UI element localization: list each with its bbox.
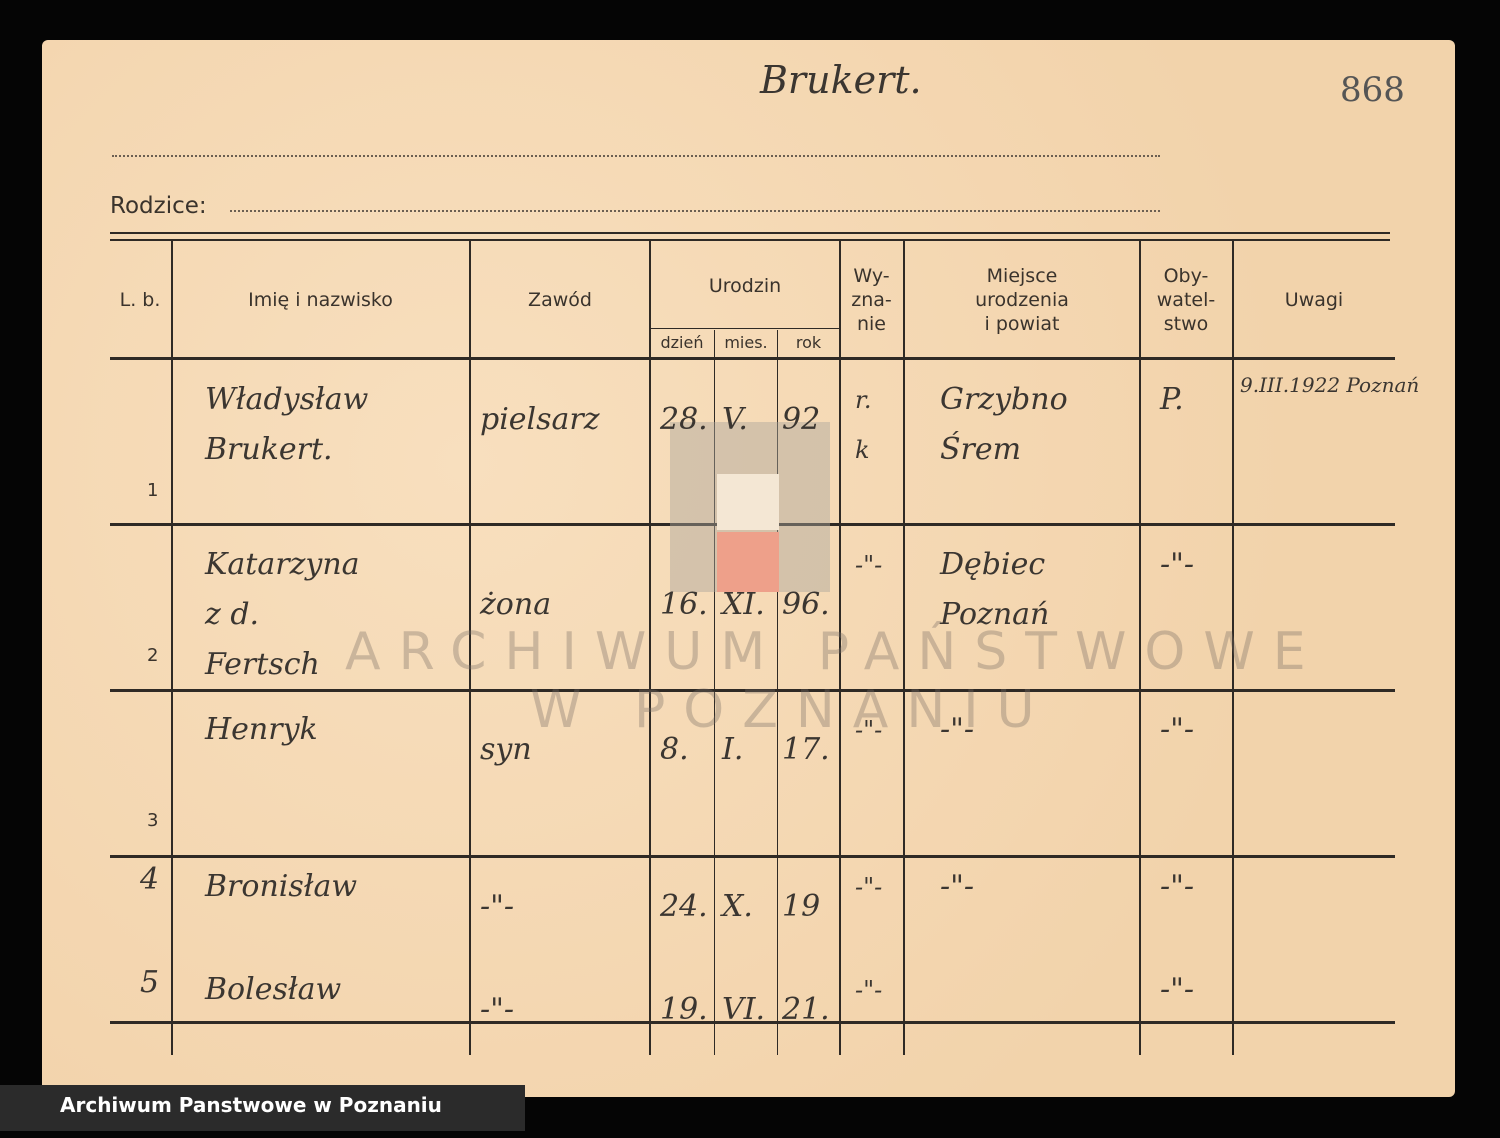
cell-year: 96. — [782, 587, 830, 622]
watermark-line1: ARCHIWUM PAŃSTWOWE — [345, 622, 1324, 682]
row-number: 1 — [147, 480, 159, 501]
col-birthplace: Miejsce urodzenia i powiat — [975, 265, 1069, 335]
cell-religion: r. k — [855, 386, 872, 464]
cell-day: 8. — [660, 732, 689, 767]
row-number: 2 — [147, 645, 159, 666]
col-birth: Urodzin — [708, 275, 782, 297]
col-citizenship: Oby- watel- stwo — [1156, 265, 1216, 335]
cell-day: 16. — [660, 587, 708, 622]
cell-religion: -"- — [855, 976, 883, 1004]
col-religion: Wy- zna- nie — [851, 265, 892, 335]
cell-birthplace: Dębiec Poznań — [940, 547, 1050, 632]
cell-month: X. — [722, 889, 753, 924]
watermark-line2: W POZNANIU — [530, 680, 1053, 740]
row-number: 3 — [147, 810, 159, 831]
cell-name: Bolesław — [205, 972, 342, 1007]
col-lb: L. b. — [119, 289, 161, 311]
cell-birthplace: Grzybno Śrem — [940, 382, 1068, 467]
cell-name: Katarzyna z d. Fertsch — [205, 547, 360, 682]
row-number: 4 — [140, 862, 160, 897]
cell-birthplace: -"- — [940, 869, 975, 904]
cell-occupation: pielsarz — [480, 402, 600, 437]
cell-month: V. — [722, 402, 748, 437]
cell-month: VI. — [722, 992, 766, 1027]
cell-citizenship: -"- — [1160, 972, 1195, 1007]
cell-citizenship: P. — [1160, 382, 1184, 417]
cell-citizenship: -"- — [1160, 869, 1195, 904]
cell-remarks: 9.III.1922 Poznań — [1240, 373, 1420, 397]
cell-religion: -"- — [855, 551, 883, 579]
name-line — [112, 155, 1160, 157]
parents-label: Rodzice: — [110, 193, 207, 219]
cell-year: 92 — [782, 402, 821, 437]
cell-year: 21. — [782, 992, 830, 1027]
cell-day: 19. — [660, 992, 708, 1027]
col-month: mies. — [724, 333, 768, 352]
cell-occupation: syn — [480, 732, 532, 767]
cell-name: Henryk — [205, 712, 318, 747]
cell-day: 24. — [660, 889, 708, 924]
cell-month: XI. — [722, 587, 765, 622]
cell-birthplace: -"- — [940, 712, 975, 747]
cell-occupation: -"- — [480, 992, 515, 1027]
col-remarks: Uwagi — [1284, 289, 1344, 311]
cell-citizenship: -"- — [1160, 712, 1195, 747]
surname: Brukert. — [760, 58, 922, 102]
cell-day: 28. — [660, 402, 708, 437]
cell-citizenship: -"- — [1160, 547, 1195, 582]
cell-name: Bronisław — [205, 869, 358, 904]
cell-occupation: żona — [480, 587, 552, 622]
row-number: 5 — [140, 965, 160, 1000]
cell-name: Władysław Brukert. — [205, 382, 369, 467]
col-occupation: Zawód — [528, 289, 592, 311]
col-name: Imię i nazwisko — [248, 289, 393, 311]
cell-month: I. — [722, 732, 744, 767]
cell-religion: -"- — [855, 873, 883, 901]
col-year: rok — [795, 333, 822, 352]
cell-year: 17. — [782, 732, 830, 767]
cell-religion: -"- — [855, 716, 883, 744]
archive-caption: Archiwum Panstwowe w Poznaniu — [0, 1085, 525, 1131]
cell-year: 19 — [782, 889, 821, 924]
cell-occupation: -"- — [480, 889, 515, 924]
col-day: dzień — [660, 333, 704, 352]
parents-line — [230, 210, 1160, 212]
card-number: 868 — [1340, 70, 1405, 110]
